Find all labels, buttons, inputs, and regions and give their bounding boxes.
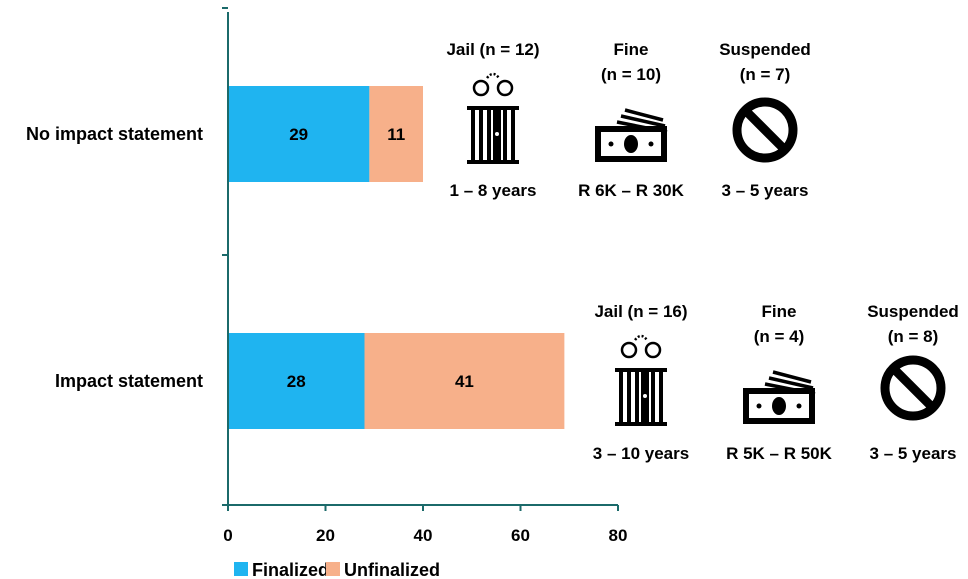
x-tick-label: 40 — [414, 526, 433, 545]
cell-top — [467, 106, 519, 110]
prohibited-ring — [880, 355, 946, 421]
bar-value-label: 41 — [455, 372, 474, 391]
prohibited-ring — [732, 97, 798, 163]
annotation-range: 3 – 5 years — [870, 444, 957, 463]
handcuff-ring — [644, 341, 662, 359]
annotation-range: 1 – 8 years — [450, 181, 537, 200]
annotation-group: Jail (n = 12) 1 – 8 years Fine (n = 10) R 6K… — [446, 40, 810, 200]
cell-bar — [487, 110, 491, 160]
bar-value-label: 29 — [289, 125, 308, 144]
annotation-heading: (n = 8) — [888, 327, 939, 346]
category-label: No impact statement — [26, 124, 203, 144]
legend-swatch-unfinalized — [326, 562, 340, 576]
x-tick-label: 80 — [609, 526, 628, 545]
bar-unfinalized-2 — [364, 333, 565, 429]
cell-bar — [659, 372, 663, 422]
annotation-heading: Jail (n = 12) — [446, 40, 539, 59]
x-tick-label: 20 — [316, 526, 335, 545]
bill-coin — [772, 397, 786, 415]
money-icon — [743, 370, 816, 424]
cell-bar — [635, 372, 639, 422]
handcuff-ring — [620, 341, 638, 359]
x-tick-label: 0 — [223, 526, 232, 545]
bar-unfinalized-1 — [369, 86, 423, 182]
handcuff-ring — [472, 79, 490, 97]
x-tick-label: 60 — [511, 526, 530, 545]
annotation-range: 3 – 10 years — [593, 444, 689, 463]
legend-swatch-finalized — [234, 562, 248, 576]
legend-label: Unfinalized — [344, 560, 440, 579]
annotation-heading: Fine — [614, 40, 649, 59]
handcuff-chain — [486, 72, 500, 79]
bill-coin — [624, 135, 638, 153]
bill-stack-line — [772, 370, 812, 384]
bill-stack-line — [620, 114, 666, 128]
jail-icon — [615, 334, 667, 426]
keyhole — [495, 132, 499, 136]
axes-layer: No impact statement Impact statement 0 20 40… — [26, 7, 628, 545]
annotations-layer: Jail (n = 12) 1 – 8 years Fine (n = 10) R 6K… — [446, 40, 958, 463]
bar-finalized-1 — [228, 86, 370, 182]
cell-bar — [651, 372, 655, 422]
annotation-heading: Jail (n = 16) — [594, 302, 687, 321]
cell-bar — [479, 110, 483, 160]
cell-bar — [503, 110, 507, 160]
prohibited-slash — [890, 365, 936, 411]
annotation-heading: (n = 10) — [601, 65, 661, 84]
money-icon — [595, 108, 668, 162]
handcuff-chain — [634, 334, 648, 341]
cell-top — [615, 368, 667, 372]
handcuff-ring — [496, 79, 514, 97]
prohibited-icon — [732, 97, 798, 163]
cell-bottom — [467, 160, 519, 164]
bill-dot — [756, 403, 762, 409]
bar-value-label: 11 — [387, 125, 405, 144]
cell-bar — [471, 110, 475, 160]
prohibited-slash — [742, 107, 788, 153]
prohibited-icon — [880, 355, 946, 421]
bill-dot — [796, 403, 802, 409]
category-label: Impact statement — [55, 371, 203, 391]
bars-layer: 29 11 28 41 — [228, 86, 565, 429]
bill-dot — [648, 141, 654, 147]
annotation-range: 3 – 5 years — [722, 181, 809, 200]
bill-stack-line — [768, 376, 814, 390]
annotation-heading: (n = 4) — [754, 327, 805, 346]
cell-bar — [619, 372, 623, 422]
keyhole — [643, 394, 647, 398]
annotation-group: Jail (n = 16) 3 – 10 years Fine (n = 4) R 5K… — [593, 302, 959, 463]
annotation-heading: Fine — [762, 302, 797, 321]
annotation-range: R 6K – R 30K — [578, 181, 685, 200]
legend: Finalized Unfinalized — [234, 560, 440, 579]
cell-bar — [511, 110, 515, 160]
cell-bar — [627, 372, 631, 422]
annotation-heading: Suspended — [719, 40, 811, 59]
annotation-heading: (n = 7) — [740, 65, 791, 84]
annotation-range: R 5K – R 50K — [726, 444, 833, 463]
bill-dot — [608, 141, 614, 147]
legend-label: Finalized — [252, 560, 329, 579]
cell-bottom — [615, 422, 667, 426]
bar-finalized-2 — [228, 333, 365, 429]
bar-value-label: 28 — [287, 372, 306, 391]
bill-stack-line — [624, 108, 664, 122]
jail-icon — [467, 72, 519, 164]
annotation-heading: Suspended — [867, 302, 959, 321]
